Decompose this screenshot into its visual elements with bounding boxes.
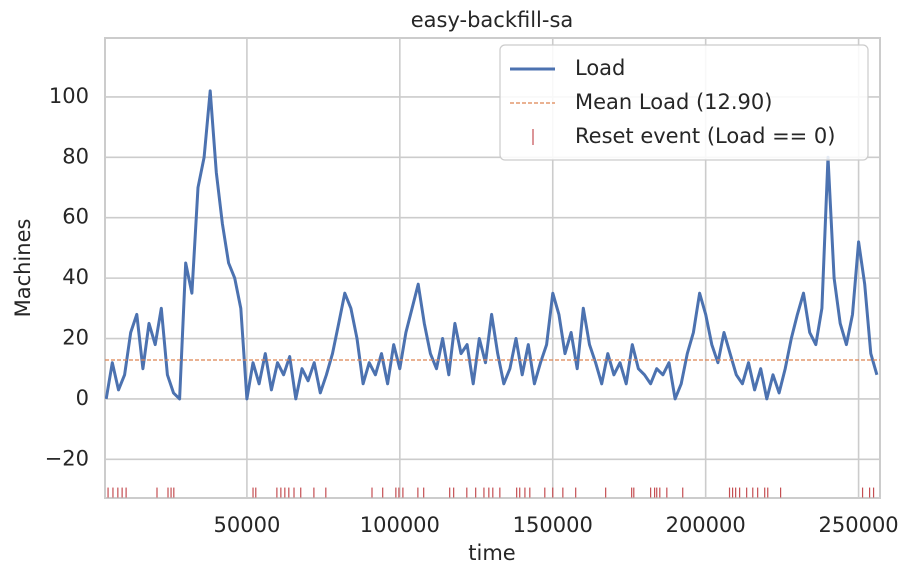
legend-label: Reset event (Load == 0): [575, 124, 836, 148]
chart-title: easy-backfill-sa: [411, 8, 574, 32]
y-tick-label: 0: [76, 386, 89, 410]
legend-label: Load: [575, 56, 625, 80]
x-tick-label: 50000: [214, 513, 281, 537]
y-tick-label: 40: [62, 265, 89, 289]
y-tick-label: 60: [62, 205, 89, 229]
x-tick-label: 250000: [819, 513, 899, 537]
load-line: [105, 89, 879, 401]
y-tick-label: 80: [62, 144, 89, 168]
x-tick-label: 100000: [360, 513, 440, 537]
y-tick-label: 20: [62, 326, 89, 350]
legend-label: Mean Load (12.90): [575, 90, 772, 114]
y-tick-label: 100: [49, 84, 89, 108]
y-tick-label: −20: [45, 446, 89, 470]
plot-frame: [104, 37, 881, 499]
legend-box: [499, 44, 869, 161]
x-tick-label: 200000: [666, 513, 746, 537]
y-axis-label: Machines: [11, 219, 35, 318]
x-axis-label: time: [468, 541, 515, 565]
x-tick-label: 150000: [513, 513, 593, 537]
